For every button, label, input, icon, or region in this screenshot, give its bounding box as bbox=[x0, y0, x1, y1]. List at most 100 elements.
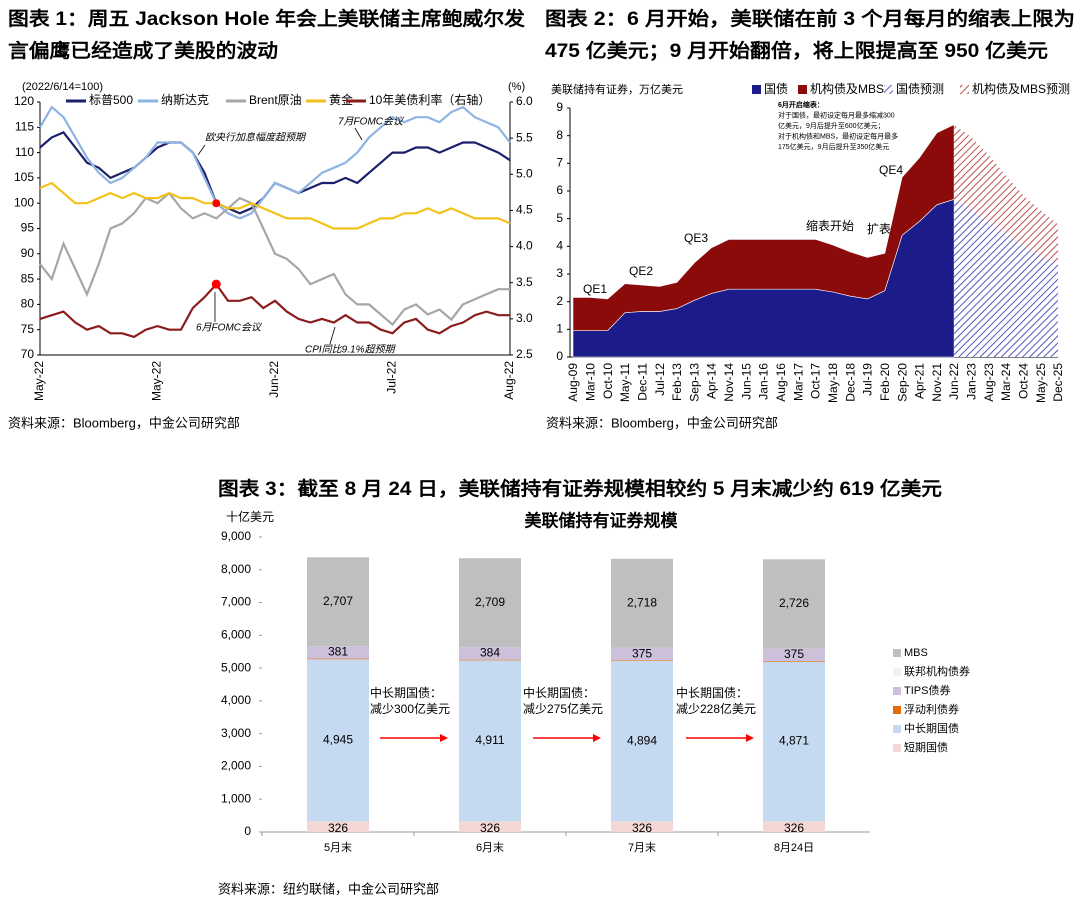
legend-label: 短期国债 bbox=[904, 740, 948, 754]
annotation-arrow bbox=[329, 326, 336, 345]
y-tick-label: 120 bbox=[14, 94, 34, 108]
source: 资料来源：Bloomberg，中金公司研究部 bbox=[8, 415, 240, 430]
arrow-head bbox=[440, 734, 448, 742]
series-line bbox=[39, 282, 510, 339]
note-line: 对于国债，最初设定每月最多缩减300 bbox=[778, 110, 895, 119]
series-line bbox=[39, 181, 511, 230]
y2-tick-label: 3.5 bbox=[516, 275, 533, 289]
bar-segment bbox=[307, 658, 369, 660]
y-tick-label: 9,000 bbox=[221, 529, 251, 543]
x-tick-label: Jun-22 bbox=[267, 361, 281, 398]
y-axis-label: 美联储持有证券，万亿美元 bbox=[551, 82, 683, 96]
legend-label: 国债预测 bbox=[896, 82, 944, 96]
bar-segment bbox=[611, 558, 673, 648]
data-label: 326 bbox=[328, 821, 348, 835]
arrow-head bbox=[593, 734, 601, 742]
legend-swatch bbox=[893, 668, 901, 676]
x-tick-label: May-25 bbox=[1034, 363, 1048, 403]
x-tick-label: Jul-22 bbox=[385, 361, 399, 394]
bar-segment bbox=[611, 647, 673, 661]
bar-segment bbox=[611, 660, 673, 822]
figure-title: 图表 3：截至 8 月 24 日，美联储持有证券规模相较约 5 月末减少约 61… bbox=[218, 477, 942, 500]
data-label: 326 bbox=[480, 821, 500, 835]
y-tick-label: 5,000 bbox=[221, 660, 251, 674]
series-line bbox=[39, 191, 510, 327]
legend-swatch bbox=[893, 706, 901, 714]
note-line: 175亿美元，9月后提升至350亿美元 bbox=[778, 142, 889, 151]
y-tick-label: 110 bbox=[15, 145, 34, 159]
y-tick-label: 6,000 bbox=[221, 628, 251, 642]
bar-segment bbox=[459, 558, 521, 648]
data-label: 4,871 bbox=[779, 734, 809, 748]
annotation: 中长期国债： bbox=[523, 685, 595, 700]
x-tick-label: Jan-16 bbox=[757, 363, 771, 400]
legend-label: Brent原油 bbox=[249, 93, 302, 107]
data-label: 326 bbox=[632, 821, 652, 835]
bar-segment bbox=[459, 660, 521, 822]
y-tick-label: 1 bbox=[556, 322, 563, 336]
y-tick-label: 7,000 bbox=[221, 595, 251, 609]
highlight-dot bbox=[212, 199, 221, 208]
series-line bbox=[39, 131, 511, 215]
data-label: 2,707 bbox=[323, 594, 353, 608]
x-tick-label: 7月末 bbox=[628, 840, 656, 854]
series-area bbox=[954, 199, 1058, 357]
legend-swatch bbox=[893, 725, 901, 733]
x-tick-label: May-22 bbox=[150, 361, 164, 401]
y2-tick-label: 2.5 bbox=[516, 347, 533, 361]
annotation: QE2 bbox=[629, 264, 653, 278]
x-tick-label: Feb-20 bbox=[878, 363, 892, 401]
y-tick-label: 70 bbox=[21, 347, 35, 361]
data-label: 4,894 bbox=[627, 733, 657, 747]
y-tick-label: 9 bbox=[556, 100, 563, 114]
legend-label: 中长期国债 bbox=[904, 721, 959, 735]
y-axis-label: 十亿美元 bbox=[226, 509, 274, 524]
y2-tick-label: 3.0 bbox=[516, 311, 533, 325]
data-label: 381 bbox=[328, 645, 348, 659]
data-label: 2,726 bbox=[779, 596, 809, 610]
data-label: 384 bbox=[480, 646, 500, 660]
x-tick-label: Jan-23 bbox=[965, 363, 979, 400]
y-tick-label: 105 bbox=[14, 170, 34, 184]
x-tick-label: Oct-24 bbox=[1017, 363, 1031, 399]
y-tick-label: 3,000 bbox=[221, 726, 251, 740]
annotation: 缩表开始 bbox=[806, 218, 854, 233]
bar-segment bbox=[763, 661, 825, 822]
x-tick-label: Nov-14 bbox=[722, 363, 736, 402]
annotation: 减少228亿美元 bbox=[676, 701, 756, 716]
data-label: 4,911 bbox=[475, 733, 504, 747]
arrow-head bbox=[746, 734, 754, 742]
y-tick-label: 95 bbox=[21, 221, 35, 235]
y-tick-label: 2,000 bbox=[221, 759, 251, 773]
y-tick-label: 100 bbox=[14, 195, 34, 209]
note-line: 6月开启缩表： bbox=[778, 100, 824, 109]
legend-label: 联邦机构债券 bbox=[904, 664, 970, 678]
x-tick-label: Sep-20 bbox=[895, 363, 909, 402]
data-label: 326 bbox=[784, 821, 804, 835]
annotation: 扩表 bbox=[867, 222, 891, 236]
legend-swatch bbox=[893, 687, 901, 695]
y-tick-label: 2 bbox=[556, 294, 563, 308]
legend-label: MBS bbox=[904, 647, 928, 659]
bar-segment bbox=[763, 821, 825, 832]
x-tick-label: Jul-12 bbox=[653, 363, 667, 396]
x-tick-label: Aug-22 bbox=[502, 361, 516, 400]
x-tick-label: May-18 bbox=[826, 363, 840, 403]
annotation: 减少300亿美元 bbox=[370, 701, 450, 716]
annotation: 中长期国债： bbox=[676, 685, 748, 700]
y-tick-label: 90 bbox=[21, 246, 35, 260]
series-line bbox=[39, 105, 511, 220]
x-tick-label: Feb-13 bbox=[670, 363, 684, 401]
annotation: QE3 bbox=[684, 231, 708, 245]
y-tick-label: 4 bbox=[556, 239, 563, 253]
annotation: QE1 bbox=[583, 282, 607, 296]
x-tick-label: Mar-10 bbox=[583, 363, 597, 401]
data-label: 2,709 bbox=[475, 595, 505, 609]
legend-swatch bbox=[884, 85, 893, 94]
y-tick-label: 5 bbox=[556, 211, 563, 225]
y-tick-label: 1,000 bbox=[221, 791, 251, 805]
x-tick-label: Aug-16 bbox=[774, 363, 788, 402]
x-tick-label: Aug-23 bbox=[982, 363, 996, 402]
bar-segment bbox=[307, 557, 369, 647]
